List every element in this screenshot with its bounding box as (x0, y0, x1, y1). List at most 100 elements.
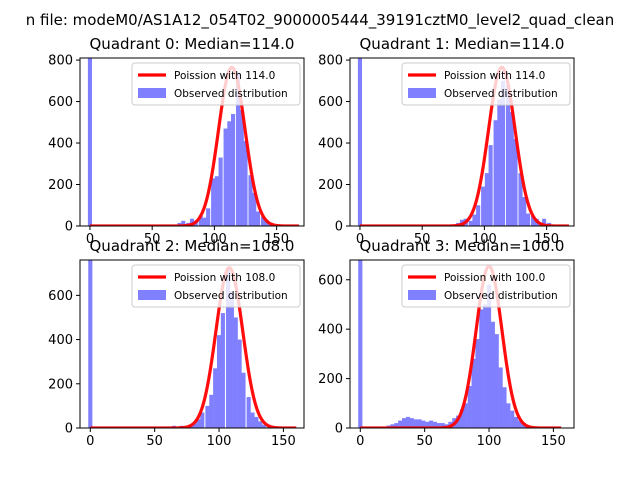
y-tick-label: 200 (48, 377, 73, 392)
plot-area (88, 260, 298, 428)
histogram-bar (248, 175, 253, 226)
histogram-bar (493, 120, 498, 226)
histogram-bar (518, 173, 523, 226)
histogram-bar (484, 173, 489, 226)
histogram-bar (262, 424, 267, 428)
histogram-bar (440, 423, 445, 428)
histogram-bar (514, 416, 519, 428)
x-tick-label: 150 (271, 434, 296, 449)
histogram-bar (218, 157, 223, 226)
axes-frame (79, 57, 305, 227)
x-tick-label: 50 (146, 434, 163, 449)
legend-bar-swatch (138, 88, 166, 98)
histogram-bar (227, 121, 232, 226)
legend-label-poisson: Poission with 114.0 (174, 70, 275, 82)
histogram-bar (205, 405, 210, 428)
histogram-bar (486, 284, 492, 428)
x-tick-label: 50 (144, 232, 161, 247)
legend-label-observed: Observed distribution (444, 290, 558, 302)
histogram-bar (209, 394, 214, 428)
histogram-bar (196, 419, 201, 428)
x-tick-label: 0 (356, 434, 364, 449)
legend-bar-swatch (408, 290, 436, 300)
histogram-bar (87, 58, 93, 226)
y-tick-label: 400 (318, 323, 343, 338)
histogram-bar (358, 260, 363, 428)
y-tick-label: 600 (318, 273, 343, 288)
histogram-bar (468, 220, 473, 226)
x-tick-label: 0 (86, 434, 94, 449)
y-tick-label: 600 (318, 95, 343, 110)
y-tick-label: 0 (65, 422, 73, 437)
histogram-bar (241, 372, 246, 428)
histogram-bar (425, 421, 430, 428)
histogram-bar (243, 140, 248, 226)
histogram-bar (409, 418, 414, 428)
figure-suptitle: n file: modeM0/AS1A12_054T02_9000005444_… (26, 11, 615, 30)
subplot-title: Quadrant 1: Median=114.0 (360, 35, 565, 53)
histogram-bar (405, 416, 410, 428)
legend: Poission with 100.0 Observed distribution (401, 264, 571, 308)
histogram-bar (432, 421, 438, 428)
histogram-bar (481, 186, 486, 226)
y-tick-label: 800 (48, 54, 73, 69)
y-tick-label: 600 (48, 289, 73, 304)
y-tick-label: 400 (48, 137, 73, 152)
histogram-bar (200, 412, 205, 428)
y-tick-label: 0 (335, 422, 343, 437)
axes-frame (79, 259, 305, 429)
histogram-bar (255, 211, 261, 226)
x-tick-label: 0 (86, 232, 94, 247)
subplot-quadrant-0: 0 50 100 150 0 200 400 600 800 Quadrant 0: Median… (48, 35, 305, 247)
histogram-bar (214, 176, 219, 226)
y-tick-label: 800 (318, 54, 343, 69)
histogram-bar (252, 192, 257, 226)
legend-box (401, 62, 571, 106)
histogram-bar (506, 403, 511, 428)
histogram-bar (402, 418, 407, 428)
legend: Poission with 108.0 Observed distribution (131, 264, 301, 308)
y-tick-label: 200 (318, 372, 343, 387)
histogram-bar (213, 368, 218, 428)
histogram-bar (488, 145, 493, 226)
histogram-bar (394, 423, 399, 428)
legend-bar-swatch (408, 88, 436, 98)
legend-label-poisson: Poission with 100.0 (444, 272, 545, 284)
histogram-bar (237, 339, 242, 428)
x-tick-label: 0 (356, 232, 364, 247)
histogram-bar (417, 419, 422, 428)
histogram-bar (421, 420, 426, 428)
legend-label-poisson: Poission with 108.0 (174, 272, 275, 284)
histogram-bar (390, 424, 395, 428)
histogram-bar (220, 313, 225, 428)
histogram-bar (258, 421, 263, 428)
histogram-bar (229, 290, 234, 428)
histogram-bar (225, 268, 231, 428)
histogram-bar (471, 358, 476, 428)
y-tick-label: 200 (318, 178, 343, 193)
axes-frame (349, 57, 575, 227)
subplot-quadrant-3: 0 50 100 150 0 200 400 600 Quadrant 3: Median=10… (318, 237, 575, 449)
histogram-bar (522, 196, 527, 226)
histogram-bar (264, 220, 269, 226)
plot-area (358, 260, 563, 428)
legend-label-observed: Observed distribution (444, 88, 558, 100)
legend-box (131, 62, 301, 106)
histogram-bar (233, 317, 238, 428)
histogram-bar (459, 409, 465, 428)
legend-bar-swatch (138, 290, 166, 300)
histogram-bar (505, 84, 511, 226)
histogram-bar (483, 304, 488, 428)
histogram-bar (231, 114, 236, 226)
x-tick-label: 150 (534, 232, 559, 247)
legend-label-poisson: Poission with 114.0 (444, 70, 545, 82)
y-tick-label: 600 (48, 95, 73, 110)
histogram-bar (189, 218, 195, 226)
histogram-bar (479, 309, 484, 428)
x-tick-label: 50 (414, 232, 431, 247)
histogram-bar (530, 215, 535, 226)
poisson-curve (358, 65, 571, 226)
x-tick-label: 100 (202, 232, 227, 247)
histogram-bar (211, 178, 216, 226)
